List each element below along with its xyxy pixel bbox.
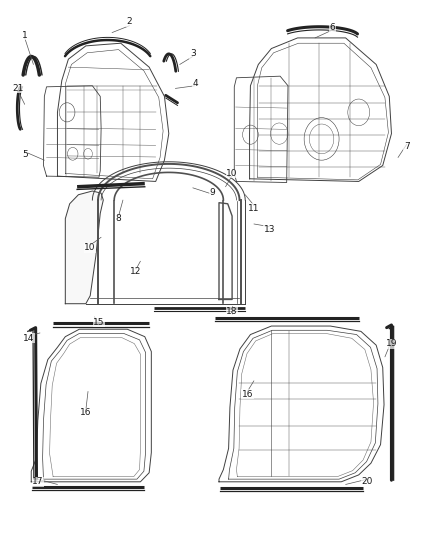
Text: 16: 16 <box>242 390 253 399</box>
Text: 9: 9 <box>209 188 215 197</box>
Text: 3: 3 <box>190 50 196 58</box>
Text: 4: 4 <box>192 78 198 87</box>
Text: 20: 20 <box>362 478 373 486</box>
Text: 6: 6 <box>330 23 336 32</box>
Text: 2: 2 <box>127 18 132 27</box>
Text: 19: 19 <box>386 339 397 348</box>
Text: 7: 7 <box>404 142 410 151</box>
Text: 12: 12 <box>131 268 142 276</box>
Text: 10: 10 <box>226 169 238 178</box>
Text: 10: 10 <box>85 244 96 253</box>
Text: 15: 15 <box>93 318 105 327</box>
Text: 1: 1 <box>22 31 28 40</box>
Text: 17: 17 <box>32 478 43 486</box>
Text: 18: 18 <box>226 307 238 316</box>
Text: 21: 21 <box>12 84 24 93</box>
Text: 13: 13 <box>264 225 275 234</box>
Text: 11: 11 <box>248 204 260 213</box>
Text: 14: 14 <box>23 334 35 343</box>
Text: 16: 16 <box>80 408 92 417</box>
Text: 8: 8 <box>116 214 121 223</box>
Polygon shape <box>65 191 103 304</box>
Text: 5: 5 <box>22 150 28 159</box>
